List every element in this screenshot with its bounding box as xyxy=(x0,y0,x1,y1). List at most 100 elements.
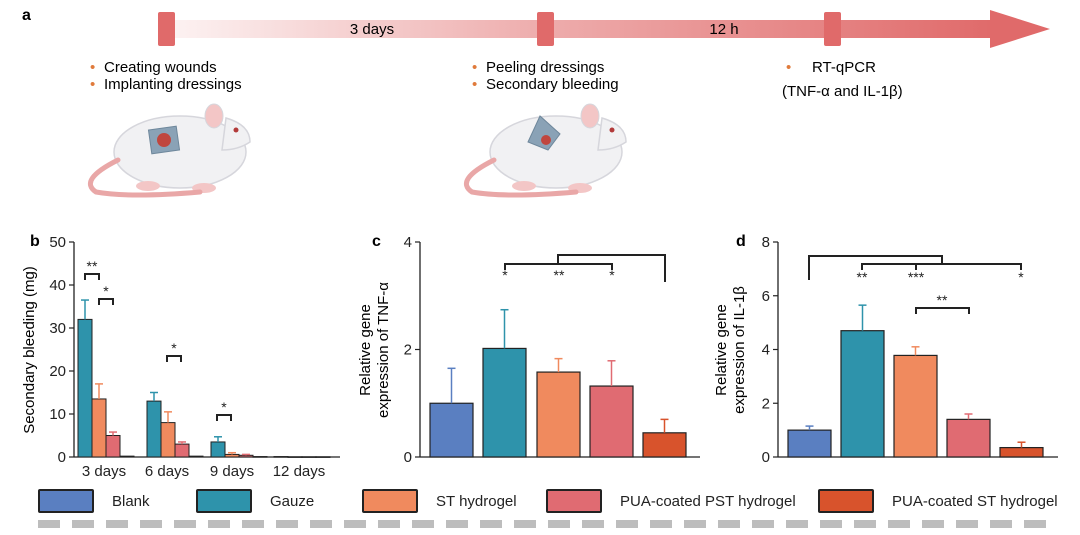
step1-item: Creating wounds xyxy=(104,59,217,76)
significance-label: * xyxy=(221,399,227,415)
bar xyxy=(77,318,93,458)
bullet-icon: • xyxy=(472,59,477,76)
panel-c-ylabel-line1: Relative gene xyxy=(357,304,374,396)
bar xyxy=(840,330,885,458)
significance-bracket xyxy=(915,307,970,314)
significance-bracket xyxy=(98,298,114,305)
rat-with-dressing-illustration xyxy=(88,103,251,198)
panel-d-ylabel-line2: expression of IL-1β xyxy=(731,286,748,414)
panel-b-label: b xyxy=(30,233,40,250)
timeline-bar xyxy=(166,20,996,38)
panel-c-ylabel-line2: expression of TNF-α xyxy=(375,282,392,418)
bar xyxy=(536,371,581,458)
y-tick-label: 10 xyxy=(49,406,66,423)
timeline-arrow xyxy=(158,10,1050,48)
bar xyxy=(589,385,634,458)
legend-label: ST hydrogel xyxy=(436,492,517,510)
y-tick-label: 2 xyxy=(404,342,412,359)
step3-title: RT-qPCR xyxy=(812,59,876,76)
significance-label: * xyxy=(502,267,508,283)
significance-bracket xyxy=(216,414,232,421)
bar xyxy=(160,422,176,458)
significance-bracket xyxy=(861,263,1022,270)
panel-c-plot: 024* ** * xyxy=(404,234,700,466)
timeline-marker-2 xyxy=(537,12,554,46)
significance-label: * xyxy=(1018,269,1024,285)
significance-label: * xyxy=(103,283,109,299)
x-tick-label: 12 days xyxy=(273,463,326,480)
y-tick-label: 4 xyxy=(404,234,412,251)
bullet-icon: • xyxy=(90,59,95,76)
bar xyxy=(105,435,121,458)
x-tick-label: 9 days xyxy=(210,463,254,480)
bar xyxy=(174,443,190,458)
panel-a-label: a xyxy=(22,7,31,24)
interval-label-2: 12 h xyxy=(709,21,738,38)
y-tick-label: 6 xyxy=(762,288,770,305)
bar xyxy=(146,400,162,458)
x-tick-label: 6 days xyxy=(145,463,189,480)
bar xyxy=(287,456,303,458)
y-tick-label: 0 xyxy=(58,449,66,466)
panel-d-label: d xyxy=(736,233,746,250)
bullet-icon: • xyxy=(472,76,477,93)
legend-item-pua-st-hydrogel: PUA-coated ST hydrogel xyxy=(818,484,1058,518)
bar xyxy=(224,453,240,458)
y-tick-label: 4 xyxy=(762,342,770,359)
bar xyxy=(301,456,317,458)
bar xyxy=(188,455,204,458)
legend-item-st-hydrogel: ST hydrogel xyxy=(362,484,517,518)
divider xyxy=(38,520,1048,528)
bar xyxy=(482,347,527,458)
bar xyxy=(946,418,991,458)
bar xyxy=(252,456,268,458)
bar xyxy=(238,454,254,458)
legend: Blank Gauze ST hydrogel PUA-coated PST h… xyxy=(0,484,1080,518)
legend-item-blank: Blank xyxy=(38,484,150,518)
bar xyxy=(315,456,331,458)
significance-label: ** xyxy=(937,292,948,308)
interval-label-1: 3 days xyxy=(350,21,394,38)
significance-bracket xyxy=(84,273,100,280)
legend-item-pua-pst-hydrogel: PUA-coated PST hydrogel xyxy=(546,484,796,518)
step3-subtitle: (TNF-α and IL-1β) xyxy=(782,83,903,100)
bar xyxy=(642,432,687,458)
panel-d-ylabel-line1: Relative gene xyxy=(713,304,730,396)
bar xyxy=(429,402,474,458)
significance-label: * xyxy=(609,267,615,283)
legend-label: PUA-coated PST hydrogel xyxy=(620,492,796,510)
significance-label: ** xyxy=(554,267,565,283)
y-tick-label: 50 xyxy=(49,234,66,251)
legend-swatch xyxy=(362,489,418,513)
x-tick-label: 3 days xyxy=(82,463,126,480)
panel-c-label: c xyxy=(372,233,381,250)
bar xyxy=(787,429,832,458)
bar xyxy=(119,455,135,458)
bar xyxy=(893,354,938,458)
panel-b-ylabel: Secondary bleeding (mg) xyxy=(21,266,38,434)
panel-c: c 024* ** * Relative gene expression of TN… xyxy=(357,233,700,466)
y-tick-label: 40 xyxy=(49,277,66,294)
legend-swatch xyxy=(546,489,602,513)
step2-item: Secondary bleeding xyxy=(486,76,619,93)
legend-label: Blank xyxy=(112,492,150,510)
y-tick-label: 20 xyxy=(49,363,66,380)
bar xyxy=(999,446,1044,458)
y-tick-label: 2 xyxy=(762,395,770,412)
significance-label: ** xyxy=(87,258,98,274)
significance-bracket xyxy=(557,254,666,282)
bar xyxy=(273,456,289,458)
y-tick-label: 8 xyxy=(762,234,770,251)
panel-a: a 3 days 12 h • Creating wounds • Implan… xyxy=(22,7,1050,198)
legend-swatch xyxy=(38,489,94,513)
bar xyxy=(91,398,107,458)
timeline-marker-1 xyxy=(158,12,175,46)
y-tick-label: 30 xyxy=(49,320,66,337)
significance-bracket xyxy=(808,255,943,280)
legend-item-gauze: Gauze xyxy=(196,484,314,518)
